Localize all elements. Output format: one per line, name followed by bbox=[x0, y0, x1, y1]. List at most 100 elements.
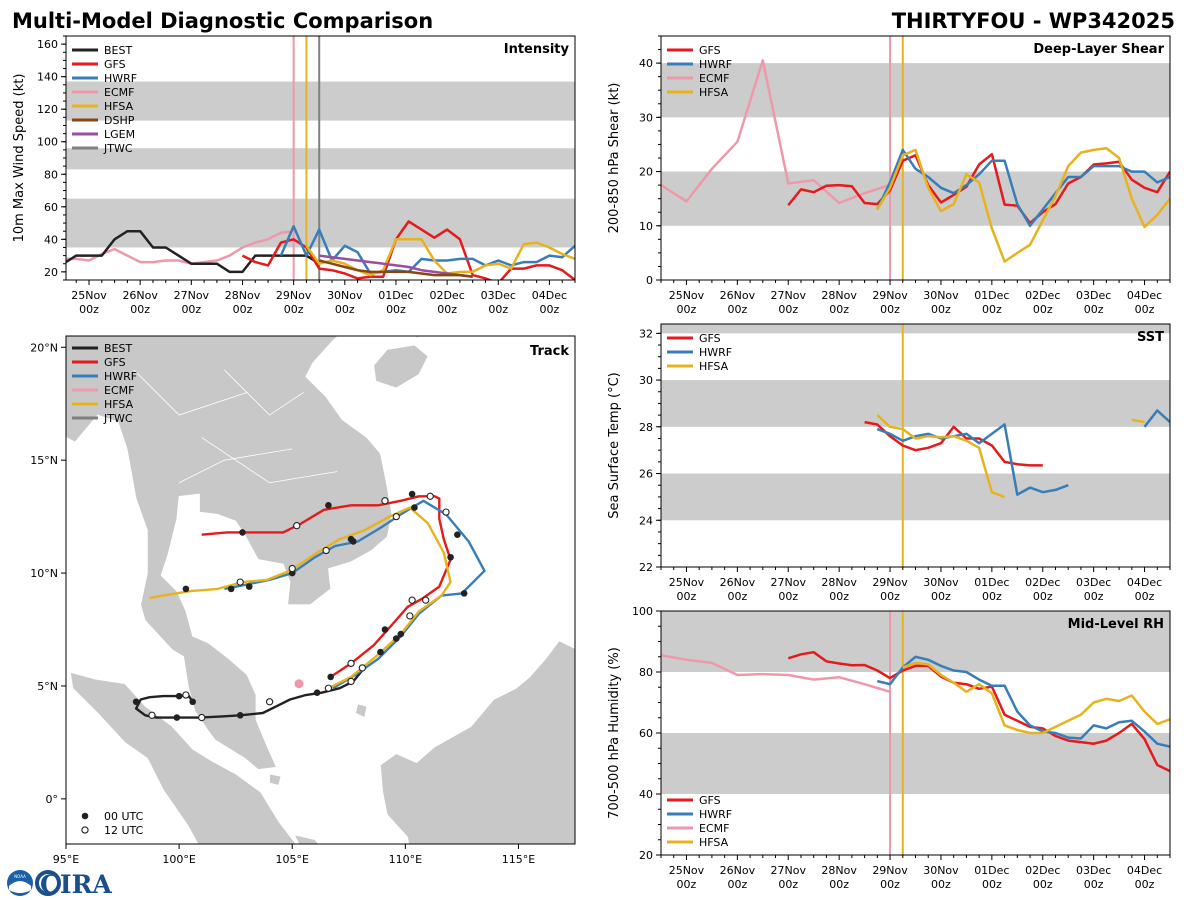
y-tick-label: 60 bbox=[44, 201, 58, 214]
lat-tick-label: 15°N bbox=[30, 454, 58, 467]
marker-00utc bbox=[182, 585, 190, 593]
series-line-hwrf bbox=[1143, 409, 1170, 428]
marker-12utc bbox=[406, 612, 414, 620]
legend-label: JTWC bbox=[103, 412, 133, 425]
series-line-dshp bbox=[318, 259, 473, 278]
lon-tick-label: 95°E bbox=[53, 853, 79, 866]
x-tick-label: 27Nov 00z bbox=[174, 289, 210, 316]
legend-label: 00 UTC bbox=[104, 810, 144, 823]
lon-tick-label: 105°E bbox=[275, 853, 308, 866]
marker-00utc bbox=[447, 553, 454, 561]
y-tick-label: 140 bbox=[37, 71, 58, 84]
x-tick-label: 02Dec 00z bbox=[429, 289, 464, 316]
marker-00utc bbox=[460, 590, 468, 597]
legend-label: GFS bbox=[104, 356, 126, 369]
y-tick-label: 20 bbox=[44, 266, 58, 279]
marker-00utc bbox=[381, 626, 389, 633]
legend-label: BEST bbox=[104, 44, 132, 57]
x-tick-label: 28Nov 00z bbox=[821, 289, 857, 316]
x-tick-label: 28Nov 00z bbox=[225, 289, 261, 316]
border-line bbox=[224, 369, 304, 416]
y-axis-label: 200-850 hPa Shear (kt) bbox=[607, 83, 622, 234]
x-tick-label: 30Nov 00z bbox=[327, 289, 363, 316]
y-tick-label: 28 bbox=[639, 421, 653, 434]
legend-label: HWRF bbox=[699, 346, 732, 359]
marker-00utc bbox=[313, 689, 321, 697]
y-tick-label: 30 bbox=[639, 374, 653, 387]
x-tick-label: 27Nov 00z bbox=[771, 289, 807, 316]
legend-label: JTWC bbox=[103, 142, 133, 155]
shaded-band bbox=[661, 473, 1170, 521]
legend-label: GFS bbox=[104, 58, 126, 71]
legend-label: HWRF bbox=[104, 370, 137, 383]
lat-tick-label: 20°N bbox=[30, 341, 58, 354]
shaded-band bbox=[661, 324, 1170, 334]
legend-label: ECMF bbox=[104, 86, 134, 99]
series-line-hfsa bbox=[876, 414, 1006, 499]
marker-12utc bbox=[358, 664, 367, 672]
marker-00utc bbox=[411, 504, 418, 511]
track-panel: 95°E 100°E 105°E 110°E 115°E 0° 5°N 10°N 15°N 20°… bbox=[30, 335, 576, 866]
natuna-island bbox=[355, 703, 368, 719]
track-line-hfsa bbox=[149, 506, 452, 690]
border-line bbox=[133, 369, 248, 416]
x-tick-label: 26Nov 00z bbox=[720, 864, 756, 891]
series-line-hwrf bbox=[279, 225, 575, 275]
marker-00utc bbox=[454, 531, 461, 538]
bangka-island bbox=[293, 834, 319, 844]
y-tick-label: 60 bbox=[639, 727, 653, 740]
legend-label: HWRF bbox=[699, 58, 732, 71]
x-tick-label: 25Nov 00z bbox=[669, 576, 705, 603]
marker-00utc bbox=[327, 673, 334, 681]
plot-frame bbox=[65, 335, 576, 845]
x-tick-label: 25Nov 00z bbox=[669, 289, 705, 316]
shaded-band bbox=[661, 63, 1170, 118]
cira-logo: NOAA CIRA bbox=[7, 870, 112, 899]
y-axis-label: Sea Surface Temp (°C) bbox=[607, 372, 622, 519]
panel-title: Mid-Level RH bbox=[1068, 617, 1164, 632]
rh-panel: 20 40 60 80 100 25Nov 00z 26Nov 00z 27Nov 00z 28Nov… bbox=[607, 605, 1171, 891]
legend-label: HFSA bbox=[699, 360, 729, 373]
marker-00utc bbox=[325, 502, 332, 509]
y-tick-label: 40 bbox=[639, 788, 653, 801]
x-tick-label: 04Dec 00z bbox=[1127, 576, 1162, 603]
sst-panel: 22 24 26 28 30 32 25Nov 00z 26Nov 00z 27Nov 00z 28No… bbox=[607, 323, 1171, 603]
shear-panel: 0 10 20 30 40 25Nov 00z 26Nov 00z 27Nov 00z 28Nov 00… bbox=[607, 35, 1171, 316]
marker-12utc bbox=[293, 522, 301, 530]
y-tick-label: 100 bbox=[37, 136, 58, 149]
marker-12utc bbox=[422, 596, 430, 604]
y-tick-label: 10 bbox=[639, 220, 653, 233]
y-axis-label: 10m Max Wind Speed (kt) bbox=[12, 74, 27, 243]
x-tick-label: 02Dec 00z bbox=[1025, 864, 1060, 891]
marker-12utc bbox=[347, 677, 355, 686]
borneo-land bbox=[380, 640, 575, 844]
shaded-band bbox=[661, 733, 1170, 794]
x-tick-label: 03Dec 00z bbox=[1076, 576, 1111, 603]
riau-island bbox=[269, 773, 282, 786]
lat-tick-label: 5°N bbox=[37, 680, 58, 693]
legend-label: LGEM bbox=[104, 128, 135, 141]
y-tick-label: 40 bbox=[639, 57, 653, 70]
shaded-band bbox=[66, 198, 575, 248]
legend-label: 12 UTC bbox=[104, 824, 144, 837]
x-tick-label: 27Nov 00z bbox=[771, 576, 807, 603]
lat-tick-label: 10°N bbox=[30, 567, 58, 580]
storm-id-title: THIRTYFOU - WP342025 bbox=[892, 9, 1175, 33]
x-tick-label: 03Dec 00z bbox=[1076, 864, 1111, 891]
marker-00utc bbox=[397, 630, 405, 638]
x-tick-label: 29Nov 00z bbox=[872, 576, 908, 603]
marker-00utc bbox=[245, 583, 253, 590]
marker-12utc bbox=[347, 659, 355, 668]
x-tick-label: 28Nov 00z bbox=[821, 864, 857, 891]
y-tick-label: 40 bbox=[44, 233, 58, 246]
y-tick-label: 100 bbox=[632, 605, 653, 618]
figure-title: Multi-Model Diagnostic Comparison bbox=[12, 9, 433, 33]
legend-label: HWRF bbox=[699, 808, 732, 821]
y-tick-label: 22 bbox=[639, 561, 653, 574]
legend-marker-00utc bbox=[81, 812, 89, 820]
y-tick-label: 160 bbox=[37, 38, 58, 51]
series-line-hwrf bbox=[877, 655, 1170, 748]
x-tick-label: 25Nov 00z bbox=[669, 864, 705, 891]
shaded-band bbox=[66, 81, 575, 121]
y-tick-label: 80 bbox=[44, 168, 58, 181]
